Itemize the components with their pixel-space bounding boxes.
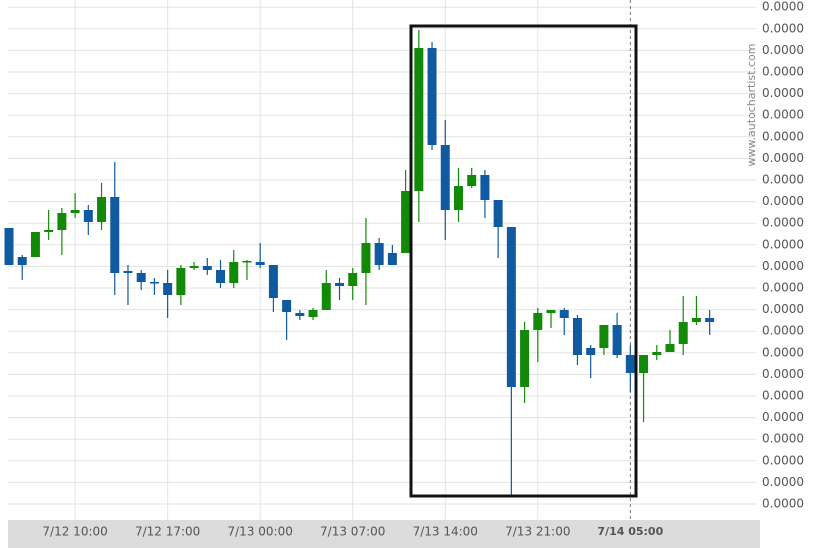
- x-tick-label: 7/14 05:00: [597, 525, 663, 538]
- candle-body: [308, 310, 318, 317]
- candle-body: [401, 191, 411, 253]
- y-tick-label: 0.0000: [762, 216, 804, 230]
- candle-body: [678, 322, 688, 344]
- candle-body: [83, 210, 93, 222]
- candle-body: [110, 197, 120, 273]
- candle-body: [70, 210, 80, 213]
- candle-body: [348, 273, 358, 286]
- candle-body: [546, 310, 556, 313]
- candle-body: [520, 330, 530, 387]
- y-tick-label: 0.0000: [762, 259, 804, 273]
- candle-body: [361, 243, 371, 273]
- candle-body: [255, 262, 265, 265]
- candle-body: [189, 266, 199, 268]
- x-tick-label: 7/13 21:00: [505, 525, 570, 539]
- candle-body: [4, 228, 14, 265]
- x-tick-label: 7/13 14:00: [413, 525, 478, 539]
- candle-body: [493, 200, 503, 227]
- pattern-box: [409, 24, 638, 498]
- x-tick-label: 7/13 00:00: [228, 525, 293, 539]
- candle-body: [705, 318, 715, 322]
- candle-body: [691, 318, 701, 322]
- x-tick-label: 7/13 07:00: [320, 525, 385, 539]
- candle-body: [242, 261, 252, 263]
- candle-body: [149, 282, 159, 284]
- y-tick-label: 0.0000: [762, 43, 804, 57]
- candle-body: [453, 186, 463, 210]
- candle-body: [586, 348, 596, 355]
- y-tick-label: 0.0000: [762, 21, 804, 35]
- y-tick-label: 0.0000: [762, 108, 804, 122]
- candle-body: [559, 310, 569, 318]
- candle-body: [652, 352, 662, 355]
- y-tick-label: 0.0000: [762, 389, 804, 403]
- candle-body: [268, 265, 278, 298]
- candle-body: [374, 243, 384, 265]
- candle-body: [414, 48, 424, 191]
- candle-body: [506, 227, 516, 387]
- watermark: www.autochartist.com: [745, 44, 758, 167]
- y-tick-label: 0.0000: [762, 86, 804, 100]
- candle-body: [572, 318, 582, 355]
- candle-body: [612, 325, 622, 355]
- candle-body: [97, 197, 107, 222]
- x-tick-label: 7/12 17:00: [135, 525, 200, 539]
- y-tick-label: 0.0000: [762, 345, 804, 359]
- y-tick-label: 0.0000: [762, 367, 804, 381]
- candle-body: [335, 283, 344, 286]
- candle-body: [136, 273, 146, 282]
- y-tick-label: 0.0000: [762, 173, 804, 187]
- x-axis-band: [8, 520, 760, 548]
- candle-body: [665, 344, 675, 352]
- y-tick-label: 0.0000: [762, 324, 804, 338]
- y-tick-label: 0.0000: [762, 432, 804, 446]
- candle-body: [427, 48, 437, 145]
- candle-body: [480, 175, 490, 200]
- candle-body: [533, 313, 543, 330]
- y-tick-label: 0.0000: [762, 302, 804, 316]
- y-tick-label: 0.0000: [762, 0, 804, 14]
- y-tick-label: 0.0000: [762, 129, 804, 143]
- candle-body: [467, 175, 477, 186]
- y-tick-label: 0.0000: [762, 410, 804, 424]
- candle-body: [321, 283, 331, 310]
- y-tick-label: 0.0000: [762, 237, 804, 251]
- candle-body: [282, 300, 292, 312]
- candle-body: [163, 283, 173, 295]
- candle-body: [387, 253, 397, 265]
- candle-body: [229, 262, 239, 283]
- candle-body: [440, 145, 450, 210]
- candle-body: [123, 271, 133, 273]
- candle-body: [639, 355, 649, 373]
- y-tick-label: 0.0000: [762, 475, 804, 489]
- candle-body: [202, 266, 212, 270]
- candle-body: [30, 232, 40, 257]
- y-tick-label: 0.0000: [762, 497, 804, 511]
- candle-body: [44, 230, 54, 232]
- candle-body: [295, 313, 305, 316]
- candle-body: [57, 213, 67, 230]
- y-tick-label: 0.0000: [762, 453, 804, 467]
- x-tick-label: 7/12 10:00: [42, 525, 107, 539]
- candle-body: [216, 270, 226, 283]
- y-tick-label: 0.0000: [762, 281, 804, 295]
- candle-body: [599, 325, 609, 348]
- y-tick-label: 0.0000: [762, 194, 804, 208]
- y-tick-label: 0.0000: [762, 65, 804, 79]
- candle-body: [176, 268, 186, 295]
- y-tick-label: 0.0000: [762, 151, 804, 165]
- candle-body: [17, 257, 27, 265]
- candle-body: [625, 355, 635, 373]
